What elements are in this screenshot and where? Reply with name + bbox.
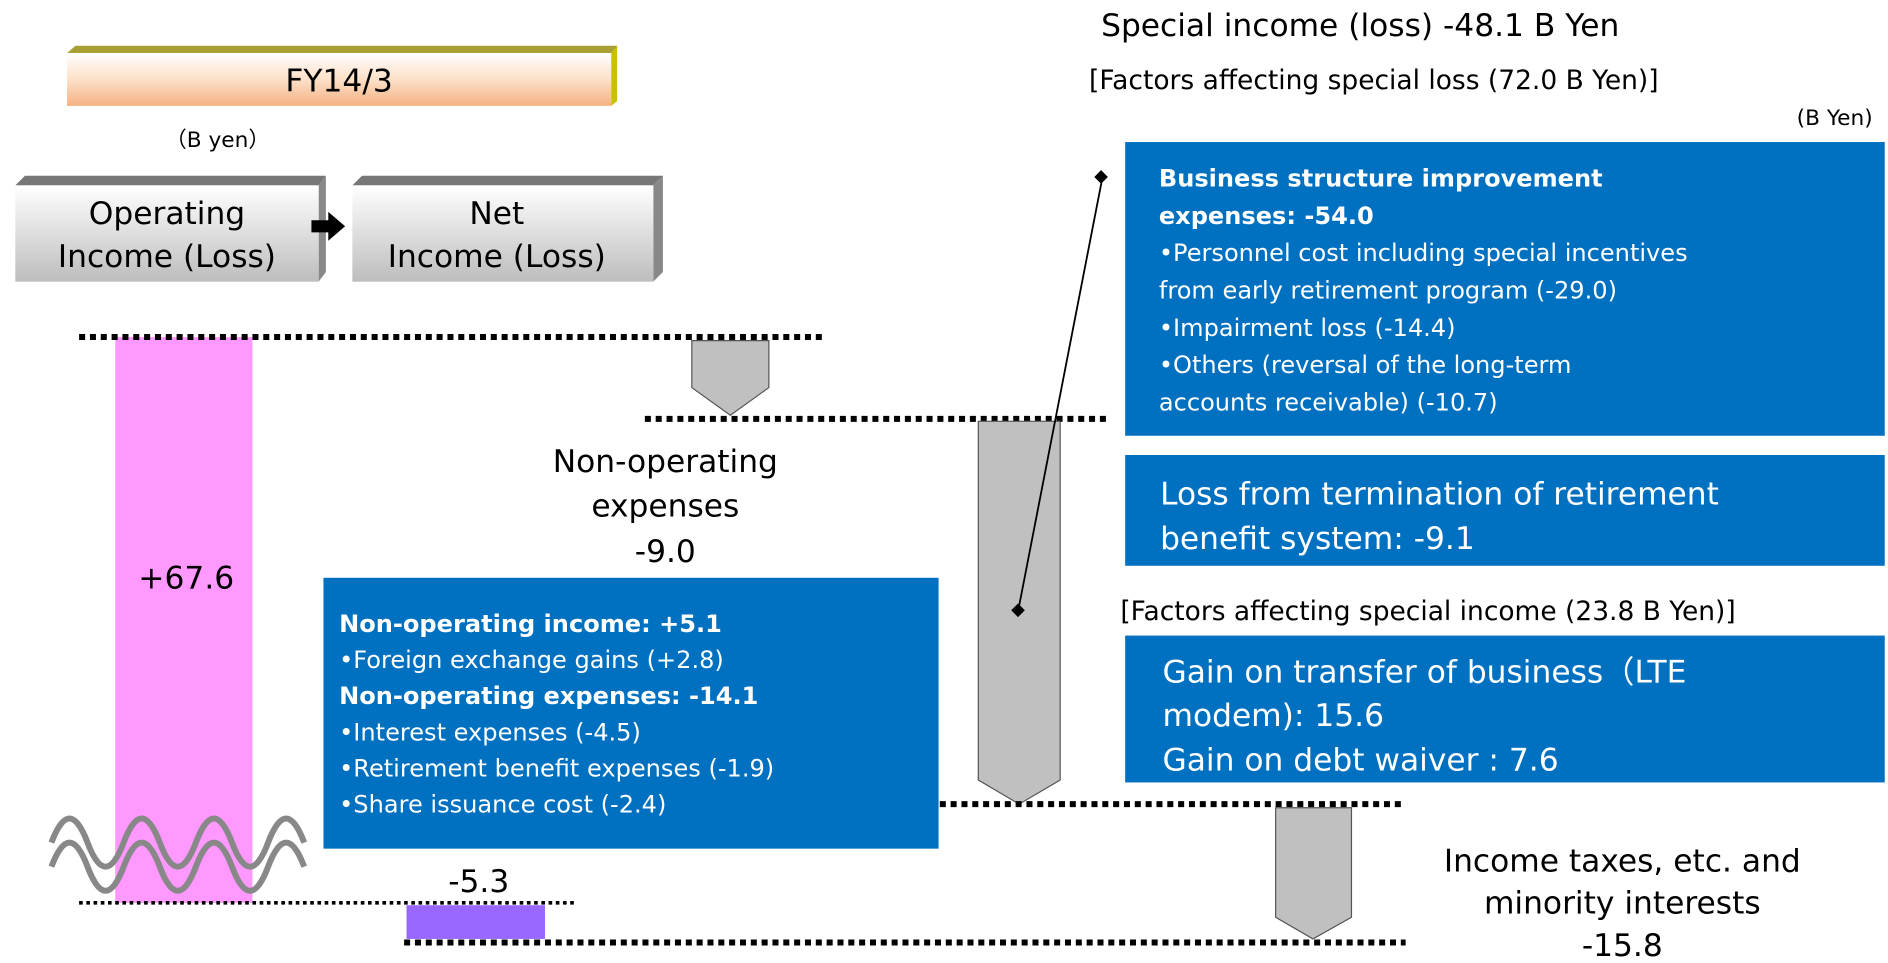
break-line bbox=[48, 815, 308, 870]
box-top bbox=[15, 175, 326, 186]
detail-line: •Share issuance cost (-2.4) bbox=[339, 791, 666, 819]
detail-line: benefit system: -9.1 bbox=[1160, 521, 1475, 557]
down-arrow bbox=[1275, 807, 1353, 940]
label: -9.0 bbox=[635, 534, 696, 570]
box-top bbox=[352, 175, 663, 186]
legend-text: Net bbox=[469, 196, 524, 232]
label: minority interests bbox=[1484, 886, 1761, 922]
heading: [Factors affecting special income (23.8 … bbox=[1120, 596, 1735, 627]
break-line bbox=[48, 839, 308, 894]
detail-line: •Others (reversal of the long-term bbox=[1159, 351, 1572, 379]
detail-line: •Foreign exchange gains (+2.8) bbox=[339, 646, 724, 674]
legend-text: Income (Loss) bbox=[58, 239, 276, 275]
label: Income taxes, etc. and bbox=[1444, 844, 1801, 880]
detail-line: •Personnel cost including special incent… bbox=[1159, 239, 1688, 267]
detail-line: expenses: -54.0 bbox=[1159, 202, 1374, 230]
detail-lines: Business structure improvement expenses: … bbox=[1159, 165, 1688, 417]
period: FY14/3 bbox=[285, 63, 392, 99]
net-bar bbox=[406, 905, 545, 939]
arrow bbox=[311, 211, 346, 241]
box-side bbox=[611, 45, 618, 106]
value-label: +67.6 bbox=[138, 561, 234, 597]
detail-lines: Non-operating income: +5.1 •Foreign excha… bbox=[339, 610, 774, 819]
detail-line: modem): 15.6 bbox=[1162, 698, 1384, 734]
period-box bbox=[67, 52, 612, 106]
detail-box bbox=[1125, 455, 1885, 566]
special-title: Special income (loss) -48.1 B Yen bbox=[1101, 8, 1619, 44]
detail-line: Business structure improvement bbox=[1159, 165, 1603, 193]
box-top bbox=[67, 45, 618, 53]
down-arrow bbox=[691, 340, 770, 417]
detail-box bbox=[323, 577, 939, 849]
box-side bbox=[653, 175, 663, 282]
connector-end bbox=[1094, 170, 1108, 184]
detail-line: Non-operating expenses: -14.1 bbox=[339, 682, 758, 710]
value-label: -5.3 bbox=[448, 864, 509, 900]
detail-line: Gain on transfer of business（LTE bbox=[1162, 655, 1686, 691]
connector bbox=[1017, 177, 1104, 612]
unit: （B yen） bbox=[165, 128, 270, 153]
detail-line: Non-operating income: +5.1 bbox=[339, 610, 722, 638]
detail-line: accounts receivable) (-10.7) bbox=[1159, 388, 1498, 416]
detail-box bbox=[1125, 635, 1885, 783]
legend-text: Operating bbox=[89, 196, 245, 232]
legend-box bbox=[15, 185, 319, 282]
detail-line: •Impairment loss (-14.4) bbox=[1159, 314, 1456, 342]
heading: [Factors affecting special loss (72.0 B … bbox=[1089, 65, 1659, 96]
operating-bar bbox=[115, 337, 253, 903]
legend-text: Income (Loss) bbox=[388, 239, 606, 275]
label: -15.8 bbox=[1582, 928, 1663, 963]
detail-box bbox=[1125, 142, 1885, 436]
detail-line: •Interest expenses (-4.5) bbox=[339, 718, 641, 746]
detail-line: •Retirement benefit expenses (-1.9) bbox=[339, 754, 774, 782]
label: expenses bbox=[591, 488, 739, 524]
unit: (B Yen) bbox=[1797, 106, 1873, 131]
detail-line: Loss from termination of retirement bbox=[1160, 476, 1719, 512]
label: Non-operating bbox=[553, 444, 778, 480]
legend-box bbox=[352, 185, 654, 282]
detail-line: Gain on debt waiver : 7.6 bbox=[1162, 742, 1558, 778]
detail-line: from early retirement program (-29.0) bbox=[1159, 277, 1617, 305]
